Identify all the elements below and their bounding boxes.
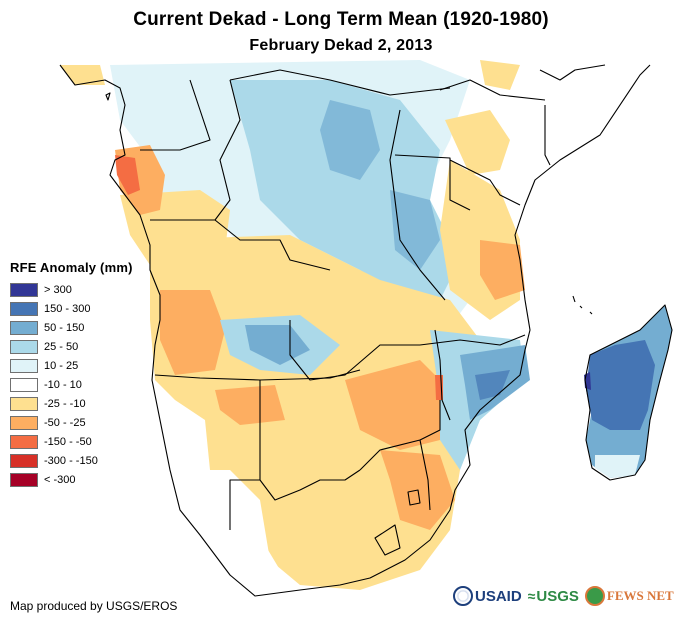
legend-swatch xyxy=(10,282,38,297)
legend-item: -10 - 10 xyxy=(10,375,133,394)
legend-item: -150 - -50 xyxy=(10,432,133,451)
legend-item: 10 - 25 xyxy=(10,356,133,375)
usgs-logo-text: USGS xyxy=(536,587,579,605)
border-namibia-botswana xyxy=(229,380,261,530)
borders-layer xyxy=(59,64,673,597)
legend-swatch xyxy=(10,415,38,430)
border-angola-drc xyxy=(150,219,331,271)
legend-swatch xyxy=(10,301,38,316)
comoros-islands xyxy=(572,295,593,315)
legend-label: < -300 xyxy=(44,473,76,486)
legend-label: 10 - 25 xyxy=(44,359,79,372)
legend-swatch xyxy=(10,320,38,335)
legend-item: -25 - -10 xyxy=(10,394,133,413)
legend-label: -300 - -150 xyxy=(44,454,98,467)
legend-swatch xyxy=(10,453,38,468)
legend-item: > 300 xyxy=(10,280,133,299)
coastline xyxy=(59,64,651,597)
legend-label: 150 - 300 xyxy=(44,302,91,315)
legend-swatch xyxy=(10,434,38,449)
anomaly-region-tanzania-orange xyxy=(480,240,525,300)
usgs-logo: ≈ USGS xyxy=(528,588,579,605)
usaid-logo: USAID xyxy=(453,586,522,606)
legend-label: > 300 xyxy=(44,283,72,296)
border-drc-north xyxy=(214,79,241,221)
border-somalia xyxy=(544,105,551,166)
legend-item: < -300 xyxy=(10,470,133,489)
anomaly-region-zimbabwe-orange xyxy=(215,360,440,450)
legend-swatch xyxy=(10,396,38,411)
fews-logo-text: FEWS NET xyxy=(606,588,674,603)
map-title: Current Dekad - Long Term Mean (1920-198… xyxy=(133,9,549,30)
anomaly-region-madagascar-dark-blue xyxy=(586,340,655,430)
usaid-seal-icon xyxy=(453,586,473,606)
legend-label: 25 - 50 xyxy=(44,340,79,353)
border-uganda xyxy=(394,154,471,211)
anomaly-region-west-yellow xyxy=(60,65,230,270)
anomaly-region-botswana-white xyxy=(160,470,280,590)
border-lesotho xyxy=(374,524,401,556)
legend-label: -150 - -50 xyxy=(44,435,92,448)
legend-label: -25 - -10 xyxy=(44,397,86,410)
anomaly-region-mozambique-dark-blue xyxy=(475,370,510,400)
legend-item: -50 - -25 xyxy=(10,413,133,432)
madagascar-coast xyxy=(584,304,673,481)
usaid-logo-text: USAID xyxy=(475,587,522,605)
border-ethiopia xyxy=(439,79,546,101)
fews-logo: FEWS NET xyxy=(584,586,674,606)
legend-swatch xyxy=(10,358,38,373)
credit-text: Map produced by USGS/EROS xyxy=(10,599,178,613)
border-malawi xyxy=(434,329,451,421)
legend-swatch xyxy=(10,377,38,392)
anomaly-region-gabon-red xyxy=(115,155,140,195)
fews-globe-icon xyxy=(584,586,605,606)
legend-item: 150 - 300 xyxy=(10,299,133,318)
bioko-island xyxy=(105,92,111,101)
legend-items: > 300 150 - 300 50 - 150 25 - 50 10 - 25 -10 … xyxy=(10,280,133,489)
border-tanzania-mozambique xyxy=(419,334,526,346)
legend-label: -10 - 10 xyxy=(44,378,82,391)
legend-title: RFE Anomaly (mm) xyxy=(10,260,133,275)
legend-label: -50 - -25 xyxy=(44,416,86,429)
legend-item: 50 - 150 xyxy=(10,318,133,337)
border-sudan xyxy=(229,69,451,96)
border-kenya-tanzania xyxy=(449,159,521,206)
anomaly-region-angola-orange xyxy=(160,290,225,375)
legend-item: 25 - 50 xyxy=(10,337,133,356)
border-horn xyxy=(539,64,606,81)
legend: RFE Anomaly (mm) > 300 150 - 300 50 - 150 2… xyxy=(10,260,133,489)
border-drc-east xyxy=(389,109,446,301)
logos: USAID ≈ USGS FEWS NET xyxy=(453,586,674,606)
border-swaziland xyxy=(407,489,421,506)
border-car xyxy=(140,79,211,151)
border-zambia xyxy=(289,320,420,381)
legend-item: -300 - -150 xyxy=(10,451,133,470)
map-subtitle: February Dekad 2, 2013 xyxy=(249,37,433,54)
border-mozambique xyxy=(419,439,431,511)
anomaly-region-zambia-dark-blue xyxy=(245,325,310,365)
legend-label: 50 - 150 xyxy=(44,321,85,334)
border-botswana-sa xyxy=(259,469,361,501)
legend-swatch xyxy=(10,339,38,354)
anomaly-region-ethiopia-yellow xyxy=(445,60,520,175)
usgs-wave-icon: ≈ xyxy=(527,588,536,604)
anomaly-fill-layer xyxy=(60,60,672,590)
anomaly-region-madagascar-south-light xyxy=(595,455,640,478)
legend-swatch xyxy=(10,472,38,487)
